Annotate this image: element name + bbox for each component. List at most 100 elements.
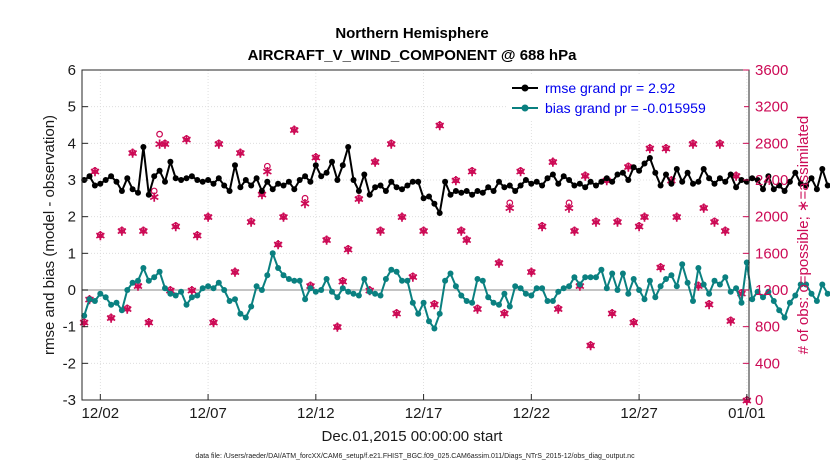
chart-title-line-1: Northern Hemisphere [335, 25, 488, 42]
bias-point [749, 296, 756, 303]
obs-assimilated-marker: ∗ [569, 222, 581, 238]
rmse-point [199, 178, 206, 185]
bias-point [307, 285, 314, 292]
bias-point [792, 292, 799, 299]
obs-assimilated-marker: ∗ [622, 158, 634, 174]
obs-possible-marker [204, 213, 212, 221]
axis-ticks [82, 69, 749, 401]
obs-assimilated-marker: ∗ [310, 149, 322, 165]
rmse-point [641, 160, 648, 167]
rmse-point [113, 178, 120, 185]
rmse-point [339, 162, 346, 169]
bias-point [566, 283, 573, 290]
obs-assimilated-marker: ∗ [332, 319, 344, 335]
rmse-point [452, 188, 459, 194]
right-y-tick-label: 400 [755, 355, 780, 372]
y-tick-label: -1 [63, 319, 76, 336]
obs-possible-marker [646, 144, 654, 152]
bias-point [285, 276, 292, 282]
y-tick-label: 5 [68, 99, 76, 116]
bias-point [162, 285, 168, 292]
bias-point [469, 299, 476, 306]
bias-point [145, 277, 152, 284]
bias-point [549, 298, 556, 304]
bias-point [431, 325, 438, 332]
rmse-point [566, 177, 573, 183]
x-tick-label: 01/01 [728, 405, 766, 422]
obs-assimilated-marker: ∗ [159, 135, 171, 151]
bias-point [797, 281, 804, 288]
obs-possible-marker [355, 194, 363, 202]
obs-assimilated-marker: ∗ [391, 305, 403, 321]
obs-assimilated-marker: ∗ [148, 189, 160, 205]
bias-point [140, 265, 147, 271]
rmse-point [258, 188, 265, 194]
bias-point [614, 287, 621, 293]
rmse-point [770, 186, 777, 193]
obs-assimilated-marker: ∗ [353, 190, 365, 206]
obs-assimilated-marker: ∗ [385, 135, 397, 151]
obs-possible-marker [123, 304, 131, 312]
bias-point [479, 277, 486, 284]
rmse-point [86, 173, 93, 180]
rmse-point [355, 188, 362, 194]
legend-bias-label: bias grand pr = -0.015959 [545, 100, 706, 116]
obs-assimilated-marker: ∗ [208, 314, 220, 330]
obs-assimilated-marker: ∗ [235, 145, 247, 161]
rmse-point [469, 191, 476, 198]
rmse-point [619, 169, 626, 176]
obs-assimilated-marker: ∗ [692, 277, 704, 293]
rmse-point [754, 177, 761, 183]
obs-possible-marker [587, 341, 595, 349]
obs-possible-marker [495, 259, 503, 266]
data-file-footnote: data file: /Users/raeder/DAI/ATM_forcXX/… [195, 453, 635, 460]
rmse-point [813, 186, 820, 193]
bias-point [668, 272, 675, 279]
rmse-point [517, 182, 524, 189]
obs-assimilated-marker: ∗ [369, 154, 381, 170]
obs-possible-marker [274, 240, 282, 248]
rmse-point [334, 177, 341, 183]
rmse-point [528, 180, 535, 187]
obs-assimilated-marker: ∗ [725, 312, 737, 328]
bias-point [178, 288, 185, 295]
rmse-point [479, 189, 486, 196]
obs-possible-marker [641, 213, 648, 221]
rmse-point [663, 171, 669, 178]
right-y-tick-label: 1600 [755, 245, 788, 262]
obs-possible-marker [689, 139, 697, 147]
obs-assimilated-marker: ∗ [143, 314, 155, 330]
rmse-point [382, 188, 389, 194]
rmse-point [609, 178, 616, 185]
rmse-point [700, 166, 707, 172]
bias-point [582, 274, 589, 281]
rmse-point [625, 177, 632, 183]
chart-title-line-2: AIRCRAFT_V_WIND_COMPONENT @ 688 hPa [248, 47, 578, 64]
rmse-point [474, 188, 481, 194]
obs-assimilated-marker: ∗ [132, 277, 144, 293]
obs-assimilated-marker: ∗ [278, 209, 290, 225]
rmse-point [603, 175, 610, 182]
x-axis-tick-labels: 12/02 12/07 12/12 12/17 12/22 12/27 01/01 [82, 405, 766, 422]
rmse-point [668, 180, 675, 187]
obs-possible-marker [538, 222, 546, 230]
legend-rmse-swatch-marker [521, 84, 529, 92]
bias-point [539, 285, 546, 292]
rmse-point [690, 180, 696, 187]
rmse-point [151, 173, 158, 180]
bias-point [366, 288, 373, 295]
rmse-point [738, 177, 745, 183]
rmse-point [194, 177, 201, 183]
obs-possible-marker [118, 227, 126, 234]
obs-assimilated-marker: ∗ [213, 135, 225, 151]
bias-point [377, 292, 384, 299]
bias-point [183, 301, 190, 308]
rmse-point [183, 175, 190, 182]
rmse-point [210, 180, 217, 187]
bias-point [463, 298, 470, 304]
bias-point [760, 294, 766, 301]
bias-point [291, 277, 298, 284]
obs-assimilated-marker: ∗ [719, 222, 731, 238]
obs-possible-marker [371, 158, 379, 166]
